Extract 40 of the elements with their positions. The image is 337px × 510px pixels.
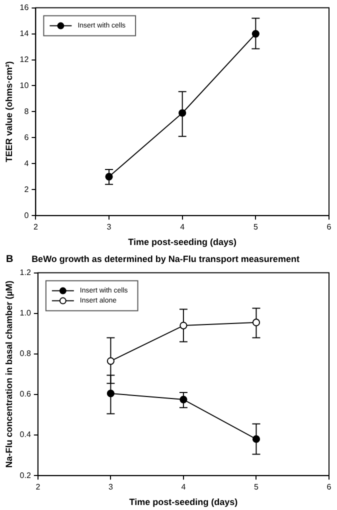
x-tick-label: 2 [33, 222, 38, 232]
x-tick-label: 4 [181, 482, 186, 492]
text: B [6, 254, 14, 265]
y-tick-label: 1.2 [20, 268, 32, 278]
y-tick-label: 1.0 [20, 308, 32, 318]
y-tick-label: 0.4 [20, 430, 32, 440]
y-tick-label: 6 [24, 132, 30, 142]
x-tick-label: 3 [108, 482, 114, 492]
y-tick-label: 4 [24, 158, 30, 168]
point [106, 357, 114, 365]
point [180, 396, 188, 404]
y-axis-title: Na-Flu concentration in basal chamber (µM) [4, 280, 14, 468]
x-tick-label: 5 [254, 482, 260, 492]
y-tick-label: 0 [24, 210, 30, 220]
y-axis-title: TEER value (ohms·cm²) [4, 61, 14, 162]
y-tick-label: 8 [24, 106, 30, 116]
point [252, 435, 260, 443]
x-tick-label: 4 [180, 222, 186, 232]
y-tick-label: 2 [24, 184, 30, 194]
y-tick-label: 0.8 [20, 349, 32, 358]
point [180, 322, 188, 330]
y-tick-label: 16 [20, 3, 30, 12]
point [178, 109, 186, 117]
point [105, 172, 113, 180]
x-tick-label: 6 [326, 222, 332, 232]
x-axis-title: Time post-seeding (days) [128, 237, 237, 248]
x-tick-label: 2 [36, 482, 41, 492]
y-tick-label: 0.2 [20, 470, 32, 480]
x-tick-label: 5 [253, 222, 258, 232]
point [252, 30, 260, 38]
x-axis-title: Time post-seeding (days) [129, 497, 238, 508]
y-tick-label: 10 [20, 80, 30, 90]
point [252, 318, 260, 326]
y-tick-label: 14 [20, 28, 30, 38]
x-tick-label: 6 [326, 482, 332, 492]
chart-title: BeWo growth as determined by Na-Flu transport measurement [32, 254, 300, 264]
y-tick-label: 0.6 [20, 390, 32, 399]
point [106, 390, 114, 398]
x-tick-label: 3 [106, 222, 112, 232]
y-tick-label: 12 [20, 54, 30, 64]
